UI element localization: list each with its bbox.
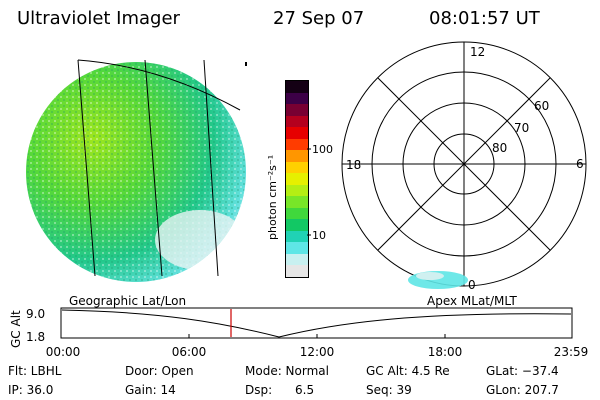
colorbar-tick-10: 10 — [312, 229, 326, 242]
mlat-label-70: 70 — [514, 121, 529, 135]
polar-mlat-mlt-plot: 12 18 6 0 60 70 80 — [341, 41, 587, 292]
uv-earth-image — [26, 59, 247, 282]
colorbar-segment — [286, 207, 308, 220]
status-dsp: Dsp: 6.5 — [245, 383, 315, 397]
colorbar-segment — [286, 242, 308, 254]
orbit-left-label: Geographic Lat/Lon — [69, 294, 187, 308]
mlt-label-6: 6 — [576, 157, 584, 171]
colorbar-segment — [286, 80, 308, 93]
status-flt: Flt: LBHL — [8, 364, 62, 378]
status-door: Door: Open — [125, 364, 194, 378]
geographic-grid-lines — [77, 59, 241, 277]
orbit-ytick-bottom: 1.8 — [26, 330, 45, 344]
orbit-xticks: 00:00 06:00 12:00 18:00 23:59 — [46, 345, 589, 359]
xtick-2359: 23:59 — [554, 345, 589, 359]
image-time: 08:01:57 UT — [429, 8, 540, 29]
instrument-title: Ultraviolet Imager — [17, 8, 180, 29]
orbit-altitude-curve — [61, 309, 572, 338]
xtick-0600: 06:00 — [172, 345, 207, 359]
orbit-right-label: Apex MLat/MLT — [427, 294, 517, 308]
colorbar-segment — [286, 196, 308, 208]
colorbar-segment — [286, 127, 308, 139]
colorbar-segment — [286, 253, 308, 266]
colorbar-segment — [286, 173, 308, 185]
mlat-label-60: 60 — [534, 99, 549, 113]
colorbar-segment — [286, 184, 308, 197]
status-gc-alt: GC Alt: 4.5 Re — [366, 364, 450, 378]
mlt-label-18: 18 — [346, 158, 361, 172]
colorbar-tick-100: 100 — [312, 143, 333, 156]
xtick-1200: 12:00 — [300, 345, 335, 359]
orbit-ytick-top: 9.0 — [26, 307, 45, 321]
colorbar-segment — [286, 230, 308, 243]
mlt-label-0: 0 — [468, 278, 476, 292]
colorbar — [285, 80, 309, 278]
image-date: 27 Sep 07 — [273, 8, 365, 29]
colorbar-segment — [286, 138, 308, 151]
colorbar-segment — [286, 265, 308, 277]
mlat-label-80: 80 — [492, 141, 507, 155]
status-glon: GLon: 207.7 — [486, 383, 559, 397]
status-seq: Seq: 39 — [366, 383, 412, 397]
xtick-0000: 00:00 — [46, 345, 81, 359]
colorbar-segment — [286, 161, 308, 174]
orbit-plot-frame — [60, 307, 573, 339]
colorbar-segment — [286, 92, 308, 105]
status-glat: GLat: −37.4 — [486, 364, 559, 378]
colorbar-segment — [286, 115, 308, 128]
status-mode: Mode: Normal — [245, 364, 329, 378]
colorbar-segment — [286, 150, 308, 162]
xtick-1800: 18:00 — [428, 345, 463, 359]
mlt-label-12: 12 — [470, 45, 485, 59]
status-gain: Gain: 14 — [125, 383, 176, 397]
status-ip: IP: 36.0 — [8, 383, 54, 397]
colorbar-axis: 100 10 photon cm⁻²s⁻¹ — [266, 143, 333, 242]
orbit-yaxis-label: GC Alt — [9, 310, 23, 348]
orbit-altitude-panel: GC Alt 9.0 1.8 00:00 06:00 12:00 18:00 2… — [9, 307, 589, 359]
colorbar-unit-label: photon cm⁻²s⁻¹ — [266, 155, 279, 240]
colorbar-segment — [286, 104, 308, 116]
colorbar-segment — [286, 219, 308, 231]
